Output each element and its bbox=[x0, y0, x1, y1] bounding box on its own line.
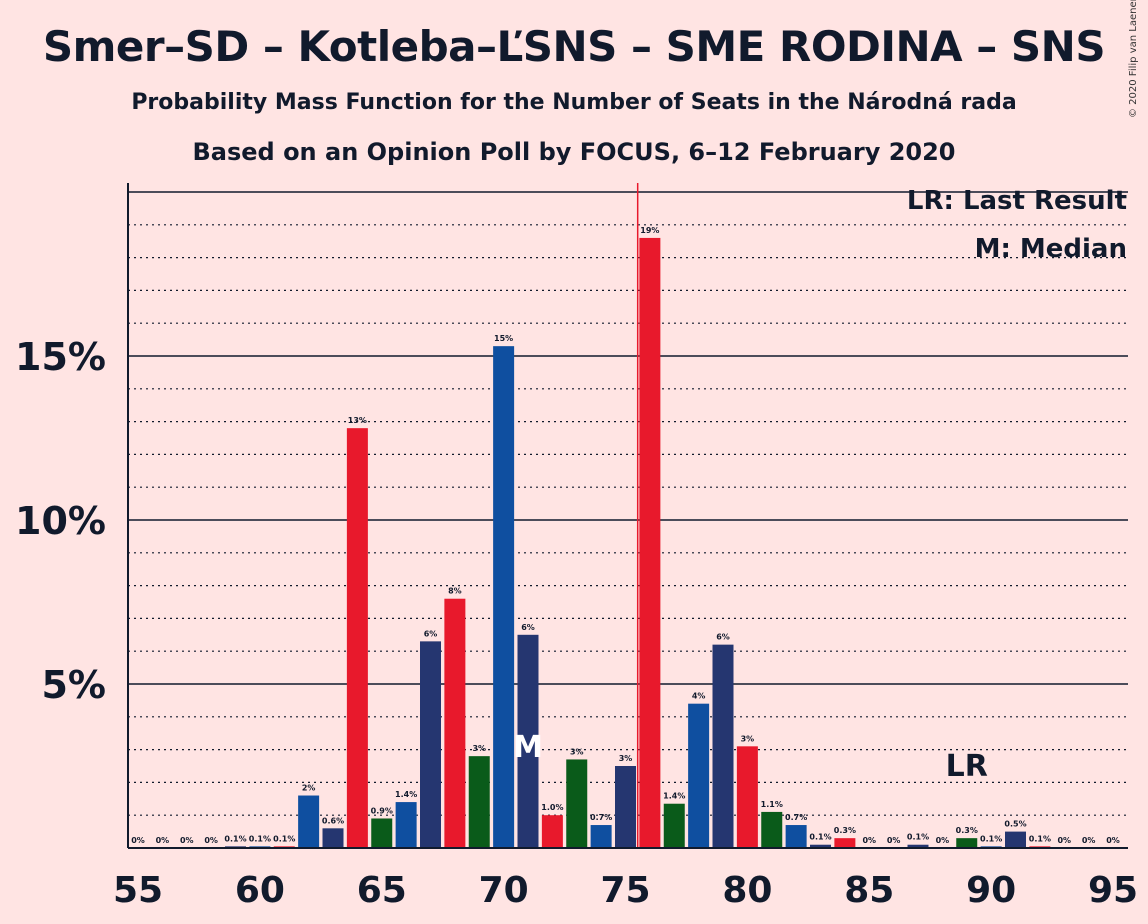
bar-value-label: 0.1% bbox=[1029, 834, 1051, 843]
y-tick-label: 15% bbox=[15, 335, 106, 379]
bar bbox=[663, 803, 685, 848]
bar bbox=[1005, 831, 1026, 848]
bar-value-label: 0.5% bbox=[1004, 820, 1026, 829]
bar-value-label: 19% bbox=[640, 226, 659, 235]
chart-subtitle-poll: Based on an Opinion Poll by FOCUS, 6–12 … bbox=[192, 138, 956, 166]
bar-value-label: 3% bbox=[741, 734, 755, 743]
bar-value-label: 0% bbox=[1057, 836, 1071, 845]
bar-value-label: 0.1% bbox=[224, 834, 246, 843]
bar-value-label: 15% bbox=[494, 334, 513, 343]
chart-subtitle: Probability Mass Function for the Number… bbox=[131, 90, 1017, 115]
chart-title: Smer–SD – Kotleba–ĽSNS – SME RODINA – SN… bbox=[42, 22, 1106, 71]
bar bbox=[956, 838, 978, 848]
bar-value-label: 8% bbox=[448, 587, 462, 596]
bar-value-label: 3% bbox=[570, 747, 584, 756]
bar bbox=[688, 703, 710, 848]
bar-value-label: 0.1% bbox=[980, 834, 1002, 843]
bar bbox=[566, 759, 588, 848]
last-result-marker: LR bbox=[946, 749, 988, 784]
bar bbox=[639, 237, 661, 849]
bar-value-label: 0% bbox=[131, 836, 145, 845]
bar-value-label: 0.1% bbox=[249, 834, 271, 843]
bar bbox=[590, 825, 612, 848]
bar-value-label: 6% bbox=[716, 633, 730, 642]
bar bbox=[761, 811, 783, 848]
x-tick-label: 90 bbox=[966, 870, 1016, 911]
bar-value-label: 1.4% bbox=[663, 792, 685, 801]
bar-value-label: 2% bbox=[302, 784, 316, 793]
x-tick-label: 60 bbox=[235, 870, 285, 911]
bar bbox=[736, 746, 758, 848]
bar bbox=[444, 598, 466, 848]
axes: 5% 10% 15% 55 60 65 70 75 80 85 90 95 bbox=[15, 183, 1138, 911]
bar-value-label: 0% bbox=[862, 836, 876, 845]
bar-value-label: 0.1% bbox=[273, 834, 295, 843]
legend-median: M: Median bbox=[975, 234, 1127, 264]
bar bbox=[346, 428, 368, 848]
bar-value-label: 0.7% bbox=[590, 813, 612, 822]
bar-value-label: 0% bbox=[204, 836, 218, 845]
grid-lines bbox=[128, 191, 1128, 816]
bar bbox=[420, 641, 441, 848]
bar-value-label: 0.7% bbox=[785, 813, 807, 822]
y-tick-label: 10% bbox=[15, 499, 106, 543]
bar-value-label: 0% bbox=[1082, 836, 1096, 845]
bar bbox=[615, 766, 636, 848]
bar-value-label: 6% bbox=[521, 623, 535, 632]
bar-value-label: 3% bbox=[619, 754, 633, 763]
bar bbox=[712, 644, 734, 848]
bar-value-label: 0.9% bbox=[371, 806, 393, 815]
bar-value-label: 1.4% bbox=[395, 790, 417, 799]
bar bbox=[395, 802, 417, 848]
x-tick-label: 70 bbox=[479, 870, 529, 911]
bar bbox=[468, 756, 490, 848]
bar-value-label: 0% bbox=[156, 836, 170, 845]
x-tick-label: 75 bbox=[600, 870, 650, 911]
bar bbox=[371, 818, 393, 848]
bar bbox=[834, 838, 856, 848]
bar bbox=[810, 844, 831, 848]
bars bbox=[225, 237, 1051, 849]
legend-last-result: LR: Last Result bbox=[907, 186, 1127, 216]
bar bbox=[541, 815, 563, 848]
bar-value-label: 0.1% bbox=[907, 833, 929, 842]
bar-value-label: 0.3% bbox=[956, 826, 978, 835]
x-tick-label: 95 bbox=[1088, 870, 1138, 911]
bar-value-label: 4% bbox=[692, 692, 706, 701]
x-tick-label: 80 bbox=[722, 870, 772, 911]
bar bbox=[785, 825, 807, 848]
bar-value-label: 0% bbox=[887, 836, 901, 845]
bar-value-label: 0% bbox=[180, 836, 194, 845]
bar-value-label: 0% bbox=[1106, 836, 1120, 845]
bar-value-label: 6% bbox=[424, 629, 438, 638]
bar bbox=[493, 346, 515, 848]
bar-value-label: 13% bbox=[348, 416, 367, 425]
bar bbox=[907, 844, 929, 848]
bar-value-label: 3% bbox=[472, 744, 486, 753]
y-tick-label: 5% bbox=[41, 663, 106, 707]
x-tick-label: 85 bbox=[844, 870, 894, 911]
bar-value-label: 0.1% bbox=[809, 833, 831, 842]
median-marker: M bbox=[513, 730, 543, 765]
bar-value-label: 0.3% bbox=[834, 826, 856, 835]
bar-value-label: 0.6% bbox=[322, 816, 344, 825]
bar bbox=[322, 828, 344, 848]
annotations: 0% 0% 0% 0% 0.1% 0.1% 0.1%2%0.6%13%0.9%1.4%6%8… bbox=[131, 183, 1120, 848]
bar bbox=[517, 634, 539, 848]
bar-value-label: 1.0% bbox=[541, 803, 563, 812]
bar bbox=[298, 795, 320, 848]
bar-value-label: 0% bbox=[936, 836, 950, 845]
bar-value-label: 1.1% bbox=[761, 800, 783, 809]
x-tick-label: 65 bbox=[357, 870, 407, 911]
x-tick-label: 55 bbox=[113, 870, 163, 911]
